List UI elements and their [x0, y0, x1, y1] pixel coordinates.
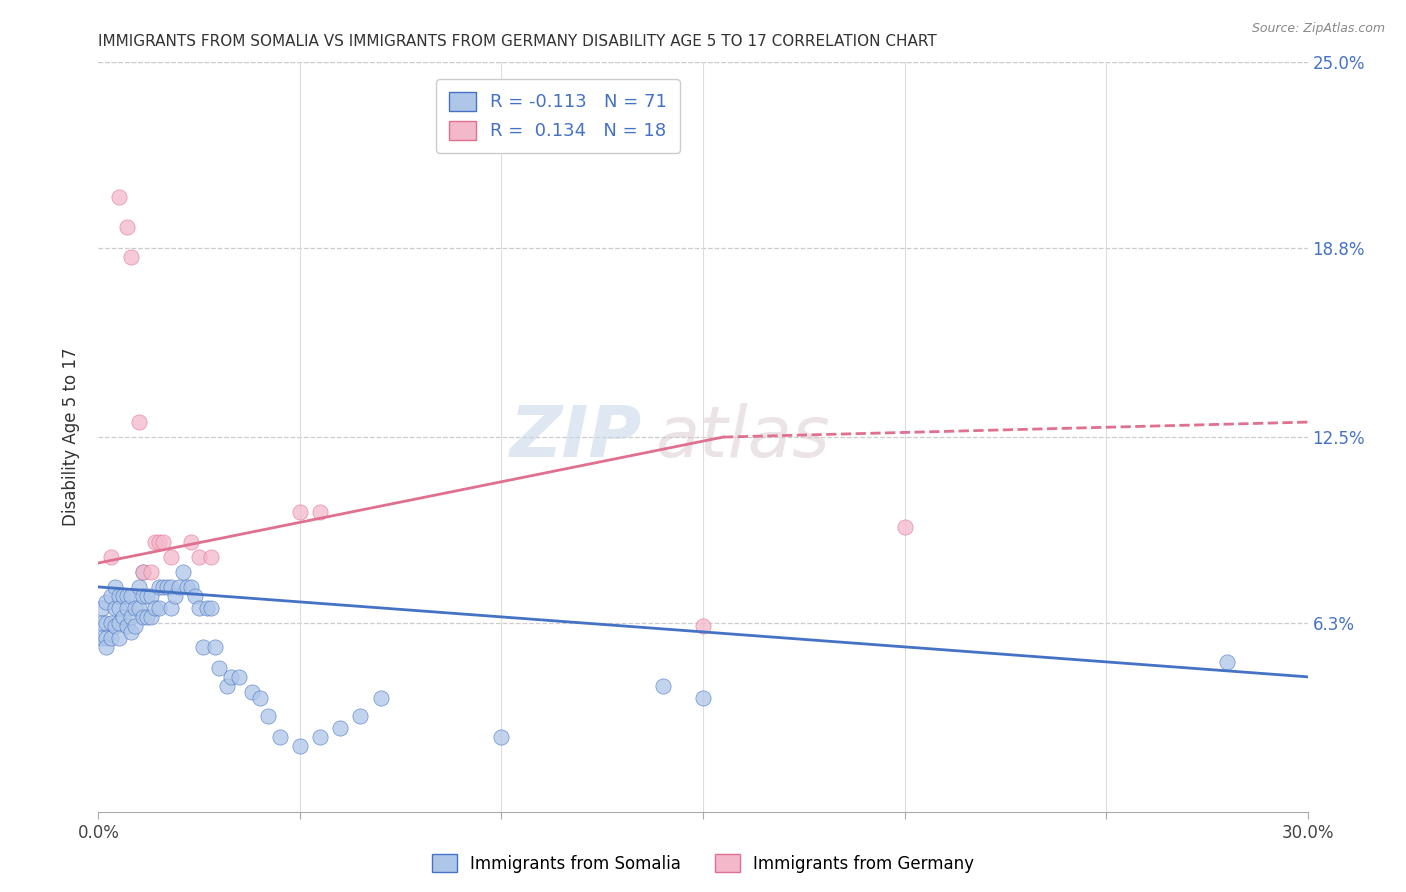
Point: [100, 631, 122, 645]
Point: [188, 549, 211, 564]
Point: [692, 690, 714, 705]
Point: [200, 601, 222, 615]
Point: [107, 631, 129, 645]
Point: [180, 580, 202, 594]
Point: [91, 601, 114, 615]
Point: [111, 610, 134, 624]
Point: [152, 535, 174, 549]
Point: [188, 601, 211, 615]
Point: [139, 610, 162, 624]
Point: [309, 730, 332, 744]
Point: [176, 580, 198, 594]
Point: [132, 565, 155, 579]
Point: [111, 589, 134, 603]
Point: [128, 601, 150, 615]
Point: [100, 615, 122, 630]
Point: [221, 670, 243, 684]
Point: [167, 580, 190, 594]
Point: [228, 670, 250, 684]
Point: [200, 549, 222, 564]
Point: [128, 415, 150, 429]
Point: [100, 549, 122, 564]
Point: [96, 595, 118, 609]
Point: [148, 535, 170, 549]
Point: [107, 601, 129, 615]
Point: [256, 708, 278, 723]
Point: [240, 685, 263, 699]
Point: [152, 580, 174, 594]
Point: [193, 640, 215, 654]
Point: [139, 589, 162, 603]
Point: [115, 619, 138, 633]
Text: Source: ZipAtlas.com: Source: ZipAtlas.com: [1251, 22, 1385, 36]
Point: [115, 220, 138, 235]
Point: [128, 580, 150, 594]
Point: [107, 615, 129, 630]
Point: [120, 589, 142, 603]
Point: [135, 610, 157, 624]
Point: [204, 640, 226, 654]
Point: [172, 565, 194, 579]
Point: [120, 624, 142, 639]
Point: [143, 601, 166, 615]
Point: [349, 708, 371, 723]
Point: [148, 580, 170, 594]
Point: [100, 589, 122, 603]
Point: [143, 535, 166, 549]
Y-axis label: Disability Age 5 to 17: Disability Age 5 to 17: [62, 348, 80, 526]
Point: [160, 601, 183, 615]
Point: [156, 580, 179, 594]
Point: [103, 619, 125, 633]
Point: [91, 631, 114, 645]
Point: [124, 601, 146, 615]
Point: [96, 640, 118, 654]
Point: [217, 679, 239, 693]
Point: [269, 730, 291, 744]
Point: [370, 690, 392, 705]
Legend: Immigrants from Somalia, Immigrants from Germany: Immigrants from Somalia, Immigrants from…: [426, 847, 980, 880]
Point: [96, 631, 118, 645]
Point: [115, 589, 138, 603]
Point: [651, 679, 673, 693]
Point: [160, 580, 183, 594]
Point: [491, 730, 513, 744]
Point: [115, 601, 138, 615]
Point: [893, 520, 915, 534]
Text: IMMIGRANTS FROM SOMALIA VS IMMIGRANTS FROM GERMANY DISABILITY AGE 5 TO 17 CORREL: IMMIGRANTS FROM SOMALIA VS IMMIGRANTS FR…: [98, 34, 938, 49]
Point: [184, 589, 207, 603]
Point: [288, 739, 311, 753]
Point: [107, 589, 129, 603]
Point: [120, 610, 142, 624]
Point: [208, 661, 231, 675]
Point: [249, 690, 271, 705]
Point: [132, 589, 155, 603]
Point: [91, 615, 114, 630]
Point: [132, 610, 155, 624]
Legend: R = -0.113   N = 71, R =  0.134   N = 18: R = -0.113 N = 71, R = 0.134 N = 18: [436, 79, 679, 153]
Point: [163, 589, 186, 603]
Point: [148, 601, 170, 615]
Point: [309, 505, 332, 519]
Point: [180, 535, 202, 549]
Point: [139, 565, 162, 579]
Point: [96, 615, 118, 630]
Point: [160, 549, 183, 564]
Point: [1216, 655, 1239, 669]
Point: [135, 589, 157, 603]
Point: [124, 619, 146, 633]
Point: [120, 250, 142, 264]
Point: [288, 505, 311, 519]
Text: ZIP: ZIP: [510, 402, 643, 472]
Point: [329, 721, 352, 735]
Point: [195, 601, 218, 615]
Point: [107, 190, 129, 204]
Text: atlas: atlas: [655, 402, 830, 472]
Point: [103, 580, 125, 594]
Point: [132, 565, 155, 579]
Point: [692, 619, 714, 633]
Point: [103, 601, 125, 615]
